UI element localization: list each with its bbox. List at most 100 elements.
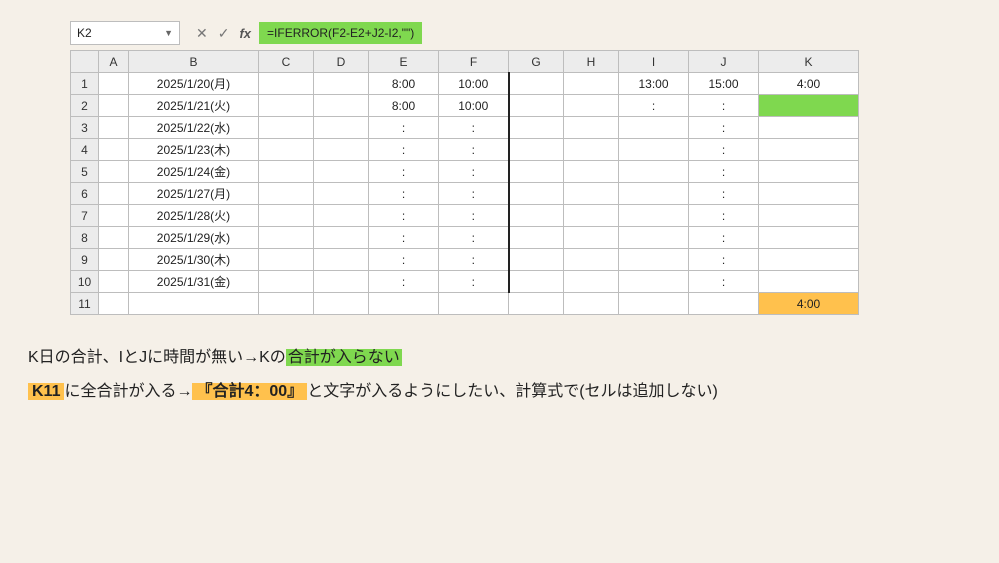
- row-header[interactable]: 6: [71, 183, 99, 205]
- cell[interactable]: :: [369, 249, 439, 271]
- cell[interactable]: 2025/1/22(水): [129, 117, 259, 139]
- cell[interactable]: [564, 117, 619, 139]
- cell[interactable]: [564, 95, 619, 117]
- cell[interactable]: [759, 161, 859, 183]
- cell[interactable]: 2025/1/23(木): [129, 139, 259, 161]
- cell[interactable]: [689, 293, 759, 315]
- cell[interactable]: :: [369, 139, 439, 161]
- cell[interactable]: [564, 183, 619, 205]
- cell[interactable]: [259, 227, 314, 249]
- cell[interactable]: [314, 271, 369, 293]
- cell[interactable]: [259, 161, 314, 183]
- cell[interactable]: [509, 139, 564, 161]
- cell[interactable]: [259, 73, 314, 95]
- cell[interactable]: [619, 117, 689, 139]
- col-header-B[interactable]: B: [129, 51, 259, 73]
- cell[interactable]: [99, 183, 129, 205]
- row-header[interactable]: 7: [71, 205, 99, 227]
- cell[interactable]: [619, 183, 689, 205]
- cell[interactable]: :: [689, 227, 759, 249]
- cell[interactable]: [509, 227, 564, 249]
- cell[interactable]: [314, 183, 369, 205]
- cell[interactable]: [369, 293, 439, 315]
- cell[interactable]: :: [689, 271, 759, 293]
- cell[interactable]: [509, 73, 564, 95]
- cell[interactable]: 10:00: [439, 95, 509, 117]
- cell[interactable]: [564, 293, 619, 315]
- worksheet-grid[interactable]: A B C D E F G H I J K 1 2025/1/20(月) 8:0…: [70, 50, 859, 315]
- row-header[interactable]: 9: [71, 249, 99, 271]
- cell[interactable]: [509, 271, 564, 293]
- col-header-H[interactable]: H: [564, 51, 619, 73]
- name-box-dropdown-icon[interactable]: ▼: [164, 28, 173, 38]
- col-header-J[interactable]: J: [689, 51, 759, 73]
- cell[interactable]: 2025/1/30(木): [129, 249, 259, 271]
- cell[interactable]: [509, 249, 564, 271]
- row-header[interactable]: 5: [71, 161, 99, 183]
- row-header[interactable]: 3: [71, 117, 99, 139]
- cell[interactable]: [259, 249, 314, 271]
- col-header-F[interactable]: F: [439, 51, 509, 73]
- cell[interactable]: [619, 205, 689, 227]
- cell[interactable]: :: [689, 183, 759, 205]
- cell[interactable]: [509, 161, 564, 183]
- col-header-G[interactable]: G: [509, 51, 564, 73]
- cell[interactable]: [759, 249, 859, 271]
- fx-label[interactable]: fx: [239, 26, 251, 41]
- cell[interactable]: 2025/1/29(水): [129, 227, 259, 249]
- cell[interactable]: :: [369, 271, 439, 293]
- cell[interactable]: [99, 117, 129, 139]
- cell[interactable]: [564, 161, 619, 183]
- cell[interactable]: 2025/1/24(金): [129, 161, 259, 183]
- formula-input[interactable]: =IFERROR(F2-E2+J2-I2,""): [259, 22, 422, 44]
- cell[interactable]: [259, 271, 314, 293]
- cell[interactable]: [99, 249, 129, 271]
- cell[interactable]: 4:00: [759, 73, 859, 95]
- cell[interactable]: 2025/1/20(月): [129, 73, 259, 95]
- cell[interactable]: [759, 271, 859, 293]
- cell[interactable]: [619, 139, 689, 161]
- cell[interactable]: 10:00: [439, 73, 509, 95]
- cell[interactable]: [314, 117, 369, 139]
- cell[interactable]: [259, 117, 314, 139]
- cell[interactable]: :: [439, 139, 509, 161]
- cell[interactable]: [564, 271, 619, 293]
- cell[interactable]: [99, 139, 129, 161]
- cell[interactable]: [314, 205, 369, 227]
- cell[interactable]: :: [439, 271, 509, 293]
- row-header[interactable]: 10: [71, 271, 99, 293]
- cell[interactable]: [509, 205, 564, 227]
- col-header-K[interactable]: K: [759, 51, 859, 73]
- cell[interactable]: [619, 271, 689, 293]
- cell[interactable]: [759, 139, 859, 161]
- cell[interactable]: [564, 139, 619, 161]
- name-box[interactable]: K2 ▼: [70, 21, 180, 45]
- row-header[interactable]: 8: [71, 227, 99, 249]
- cell[interactable]: [259, 293, 314, 315]
- cell[interactable]: [439, 293, 509, 315]
- cell[interactable]: [509, 293, 564, 315]
- cell[interactable]: :: [369, 161, 439, 183]
- row-header[interactable]: 4: [71, 139, 99, 161]
- cell[interactable]: [509, 117, 564, 139]
- cell[interactable]: :: [369, 183, 439, 205]
- cell[interactable]: [259, 139, 314, 161]
- cell[interactable]: [314, 161, 369, 183]
- cell[interactable]: [759, 227, 859, 249]
- enter-icon[interactable]: ✓: [218, 25, 230, 42]
- col-header-A[interactable]: A: [99, 51, 129, 73]
- cell[interactable]: [259, 205, 314, 227]
- cell-total[interactable]: 4:00: [759, 293, 859, 315]
- cell[interactable]: [314, 95, 369, 117]
- cell[interactable]: :: [439, 183, 509, 205]
- cell[interactable]: [509, 183, 564, 205]
- cell[interactable]: [564, 73, 619, 95]
- cell[interactable]: 2025/1/21(火): [129, 95, 259, 117]
- col-header-D[interactable]: D: [314, 51, 369, 73]
- cell[interactable]: :: [689, 249, 759, 271]
- cell[interactable]: [314, 293, 369, 315]
- cell[interactable]: [99, 161, 129, 183]
- cell[interactable]: :: [369, 205, 439, 227]
- cell[interactable]: :: [689, 139, 759, 161]
- cell[interactable]: [314, 227, 369, 249]
